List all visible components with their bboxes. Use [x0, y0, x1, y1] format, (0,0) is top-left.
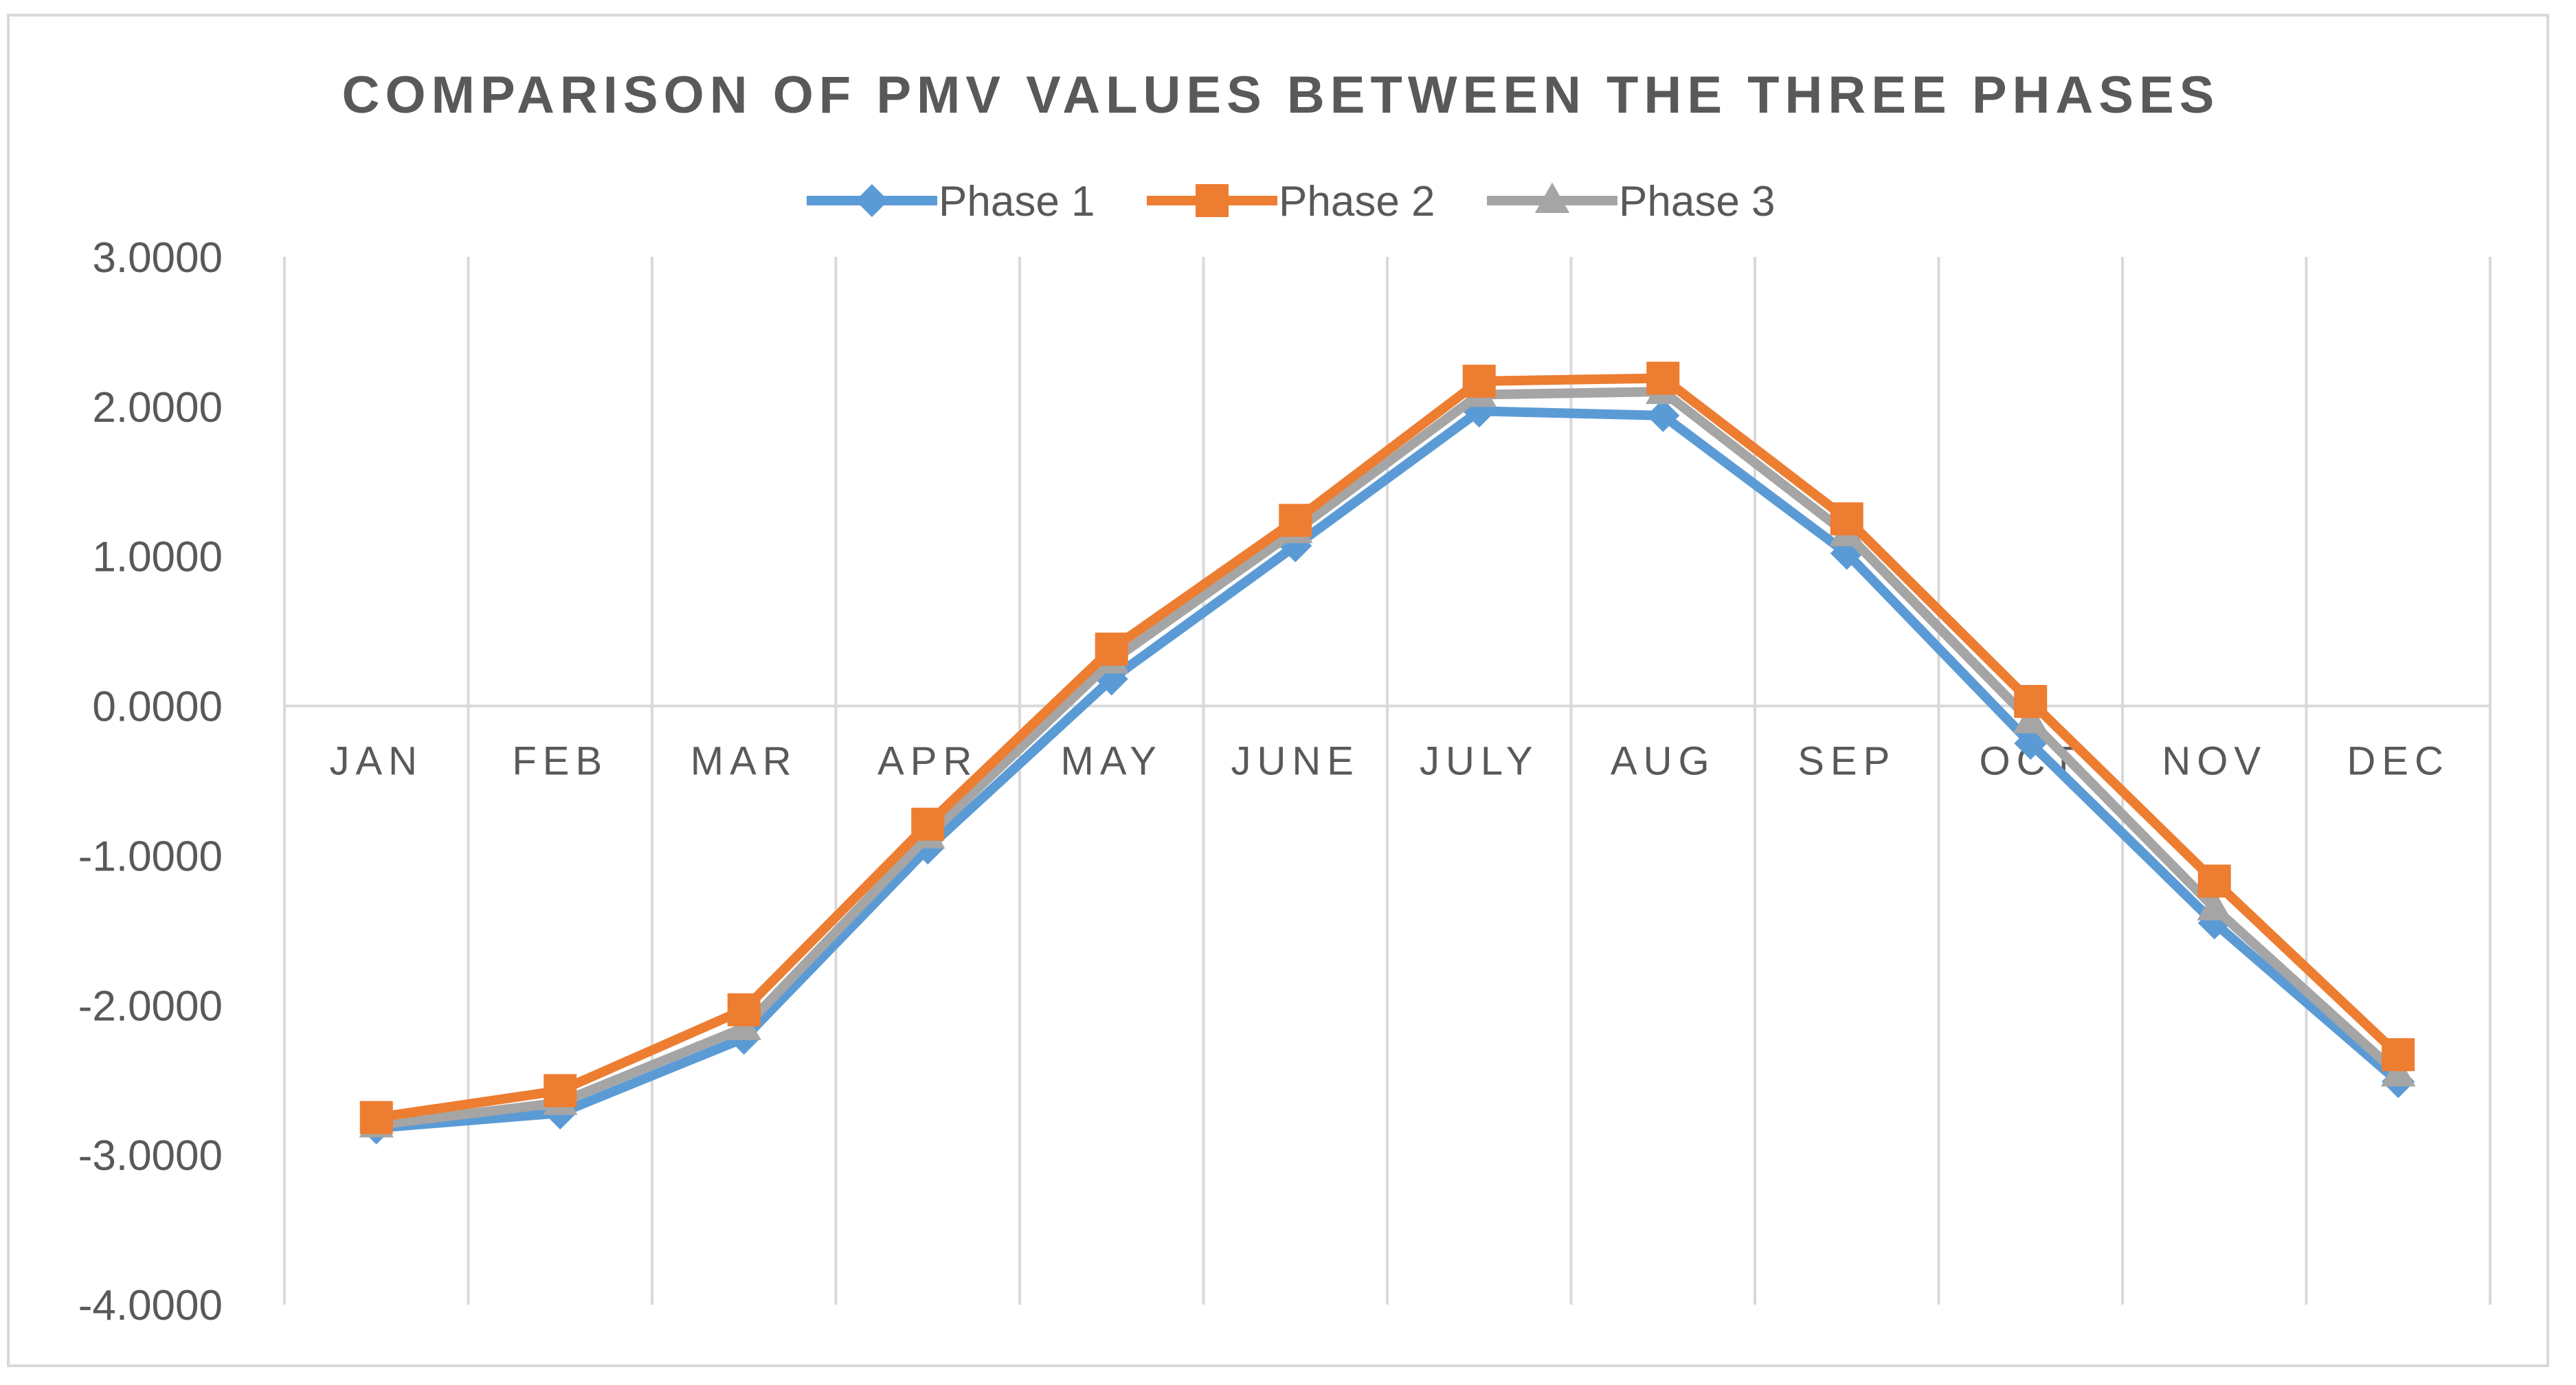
legend: Phase 1 Phase 2 Phase 3	[807, 178, 1776, 225]
y-tick-label: -2.0000	[78, 982, 223, 1030]
legend-item-phase-1: Phase 1	[807, 178, 1095, 225]
phase-2-point	[359, 1101, 393, 1134]
phase-2-point	[544, 1074, 577, 1107]
x-tick-label: MAR	[691, 739, 798, 784]
x-tick-label: FEB	[512, 739, 608, 784]
phase-3-line	[375, 387, 2401, 1130]
x-tick-label: MAY	[1061, 739, 1163, 784]
legend-swatch-marker	[855, 184, 888, 217]
x-tick-label: DEC	[2347, 739, 2450, 784]
x-tick-label: AUG	[1611, 739, 1716, 784]
phase-1-line	[376, 406, 2401, 1133]
x-tick-label: APR	[877, 739, 978, 784]
phase-2-point	[727, 993, 761, 1026]
phase-3-point	[2197, 890, 2232, 921]
y-tick-label: 2.0000	[92, 384, 223, 431]
y-tick-label: -3.0000	[78, 1132, 223, 1180]
x-tick-label: SEP	[1797, 739, 1896, 784]
series-group	[359, 361, 2416, 1145]
phase-1-point	[1646, 398, 1680, 432]
phase-3-series	[359, 373, 2416, 1138]
legend-swatch-marker	[1534, 182, 1570, 213]
legend-label: Phase 3	[1619, 178, 1776, 225]
y-tick-label: 3.0000	[92, 234, 223, 282]
phase-2-point	[2382, 1038, 2415, 1072]
x-tick-label: NOV	[2162, 739, 2267, 784]
phase-2-point	[1279, 504, 1312, 537]
phase-2-point	[2197, 864, 2231, 898]
gridlines	[283, 257, 2491, 1305]
legend-swatch-marker	[1196, 184, 1229, 217]
phase-2-line	[375, 373, 2402, 1123]
y-tick-label: 1.0000	[92, 534, 223, 581]
x-tick-label: JULY	[1420, 739, 1539, 784]
legend-label: Phase 2	[1279, 178, 1435, 225]
legend-item-phase-2: Phase 2	[1147, 178, 1435, 225]
phase-2-point	[1462, 364, 1496, 398]
phase-2-point	[911, 807, 945, 841]
chart-title: COMPARISON OF PMV VALUES BETWEEN THE THR…	[342, 66, 2220, 124]
phase-2-point	[1646, 361, 1680, 395]
x-tick-label: JAN	[329, 739, 423, 784]
pmv-line-chart: COMPARISON OF PMV VALUES BETWEEN THE THR…	[78, 66, 2491, 1329]
y-tick-label: -4.0000	[78, 1282, 223, 1329]
phase-3-point	[2013, 702, 2048, 734]
legend-label: Phase 1	[939, 178, 1095, 225]
phase-2-point	[1830, 502, 1863, 536]
phase-2-series	[359, 361, 2415, 1134]
legend-item-phase-3: Phase 3	[1487, 178, 1776, 225]
chart-area: COMPARISON OF PMV VALUES BETWEEN THE THR…	[7, 14, 2549, 1367]
y-axis: 3.0000 2.0000 1.0000 0.0000 -1.0000 -2.0000 -3…	[78, 234, 223, 1329]
x-tick-label: JUNE	[1231, 739, 1360, 784]
phase-2-point	[2014, 685, 2048, 719]
phase-2-point	[1095, 632, 1128, 666]
x-axis: JAN FEB MAR APR MAY JUNE JULY AUG SEP OCT NOV DEC	[329, 739, 2450, 784]
y-tick-label: 0.0000	[92, 684, 223, 731]
y-tick-label: -1.0000	[78, 833, 223, 880]
phase-3-point	[2381, 1056, 2416, 1087]
